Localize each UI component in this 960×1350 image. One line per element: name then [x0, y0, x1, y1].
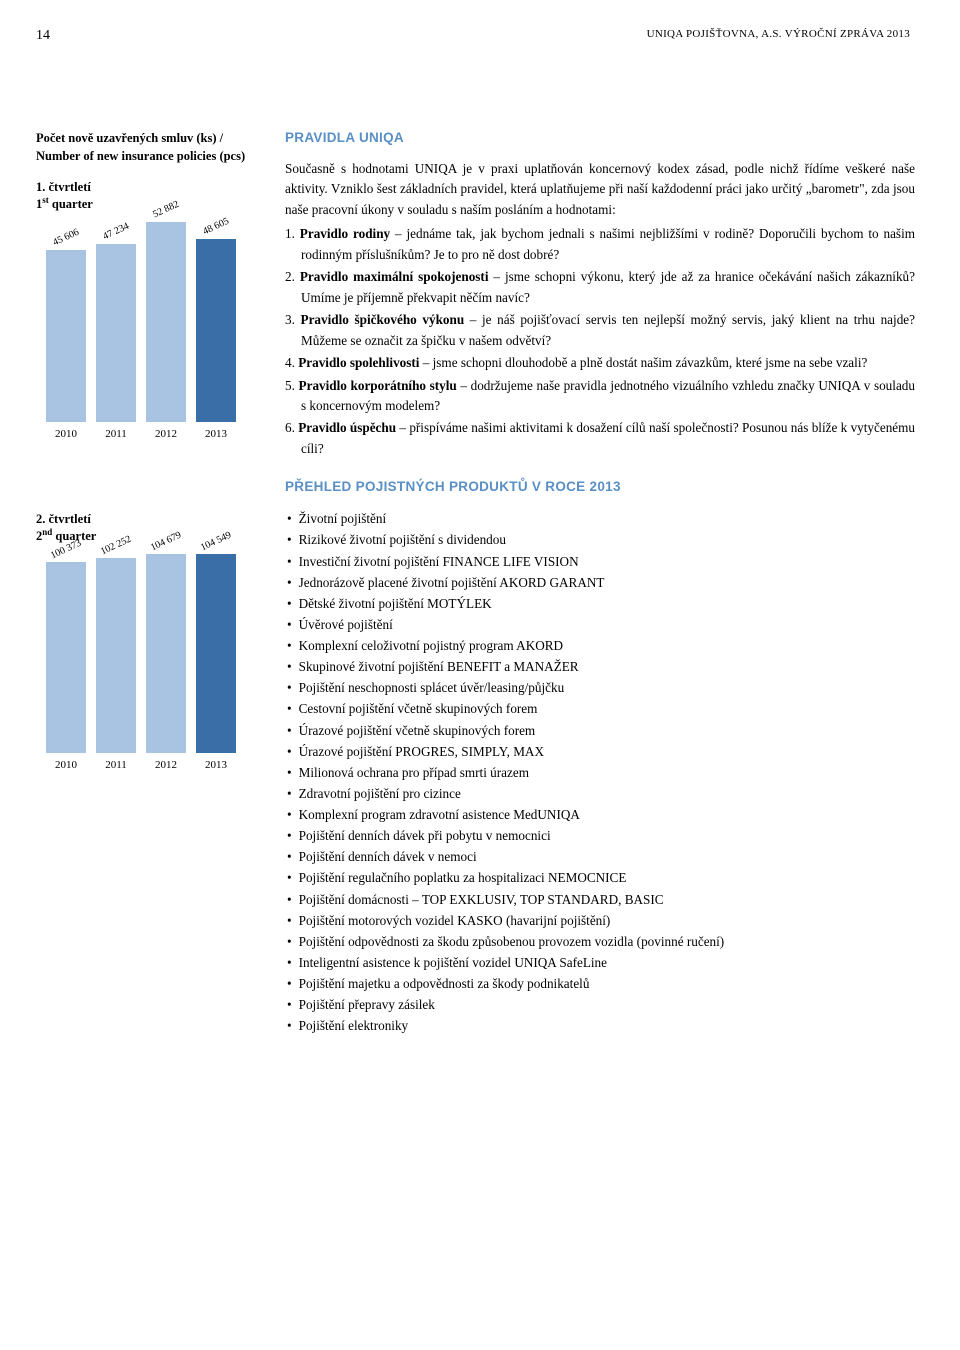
bar-year-label: 2013: [205, 428, 227, 440]
bar: 48 605: [196, 239, 236, 422]
chart-title-cz: Počet nově uzavřených smluv (ks) /: [36, 131, 223, 145]
product-item: Milionová ochrana pro případ smrti úraze…: [285, 762, 915, 783]
bar-group: 104 549 2013: [196, 554, 236, 771]
rule-item: 4. Pravidlo spolehlivosti – jsme schopni…: [285, 353, 915, 373]
left-column: Počet nově uzavřených smluv (ks) / Numbe…: [36, 130, 266, 842]
products-list: Životní pojištěníRizikové životní pojišt…: [285, 508, 915, 1036]
chart-q1: 45 606 2010 47 234 2011 52 882 2012 48 605 2013: [36, 221, 246, 471]
bar-year-label: 2011: [105, 428, 127, 440]
bar-year-label: 2010: [55, 428, 77, 440]
product-item: Investiční životní pojištění FINANCE LIF…: [285, 551, 915, 572]
bar-group: 102 252 2011: [96, 558, 136, 771]
bar-group: 104 679 2012: [146, 554, 186, 771]
rule-item: 2. Pravidlo maximální spokojenosti – jsm…: [285, 267, 915, 308]
product-item: Dětské životní pojištění MOTÝLEK: [285, 593, 915, 614]
bar-year-label: 2013: [205, 759, 227, 771]
bar-value-label: 45 606: [51, 226, 81, 248]
product-item: Pojištění denních dávek v nemoci: [285, 846, 915, 867]
header-company: UNIQA POJIŠŤOVNA, A.S. VÝROČNÍ ZPRÁVA 20…: [647, 28, 910, 40]
product-item: Pojištění majetku a odpovědnosti za škod…: [285, 973, 915, 994]
bar-group: 48 605 2013: [196, 239, 236, 440]
page-number: 14: [36, 28, 50, 44]
product-item: Jednorázově placené životní pojištění AK…: [285, 572, 915, 593]
bar-year-label: 2010: [55, 759, 77, 771]
product-item: Rizikové životní pojištění s dividendou: [285, 529, 915, 550]
q1-en-post: quarter: [49, 197, 93, 211]
chart-title: Počet nově uzavřených smluv (ks) / Numbe…: [36, 130, 266, 165]
rule-item: 3. Pravidlo špičkového výkonu – je náš p…: [285, 310, 915, 351]
rule-item: 5. Pravidlo korporátního stylu – dodržuj…: [285, 376, 915, 417]
q1-label: 1. čtvrtletí 1st quarter: [36, 179, 266, 213]
product-item: Pojištění elektroniky: [285, 1015, 915, 1036]
product-item: Životní pojištění: [285, 508, 915, 529]
rule-item: 1. Pravidlo rodiny – jednáme tak, jak by…: [285, 224, 915, 265]
product-item: Skupinové životní pojištění BENEFIT a MA…: [285, 656, 915, 677]
bar-value-label: 47 234: [101, 220, 131, 242]
product-item: Úvěrové pojištění: [285, 614, 915, 635]
bar-group: 47 234 2011: [96, 244, 136, 440]
bar: 104 549: [196, 554, 236, 753]
rules-list: 1. Pravidlo rodiny – jednáme tak, jak by…: [285, 224, 915, 459]
bar: 102 252: [96, 558, 136, 753]
bar-year-label: 2011: [105, 759, 127, 771]
bar-year-label: 2012: [155, 759, 177, 771]
chart-title-en: Number of new insurance policies (pcs): [36, 149, 245, 163]
product-item: Komplexní program zdravotní asistence Me…: [285, 804, 915, 825]
bar: 104 679: [146, 554, 186, 753]
product-item: Pojištění přepravy zásilek: [285, 994, 915, 1015]
bar-year-label: 2012: [155, 428, 177, 440]
bar: 47 234: [96, 244, 136, 422]
product-item: Komplexní celoživotní pojistný program A…: [285, 635, 915, 656]
bar-value-label: 48 605: [201, 215, 231, 237]
bar: 52 882: [146, 222, 186, 422]
bar-group: 100 373 2010: [46, 562, 86, 771]
bar-group: 52 882 2012: [146, 222, 186, 440]
product-item: Inteligentní asistence k pojištění vozid…: [285, 952, 915, 973]
bar: 100 373: [46, 562, 86, 753]
product-item: Pojištění domácnosti – TOP EXKLUSIV, TOP…: [285, 889, 915, 910]
product-item: Úrazové pojištění PROGRES, SIMPLY, MAX: [285, 741, 915, 762]
intro-paragraph: Současně s hodnotami UNIQA je v praxi up…: [285, 159, 915, 220]
chart-q2: 100 373 2010 102 252 2011 104 679 2012 104 549…: [36, 552, 246, 802]
product-item: Pojištění motorových vozidel KASKO (hava…: [285, 910, 915, 931]
right-column: PRAVIDLA UNIQA Současně s hodnotami UNIQ…: [285, 130, 915, 1036]
q2-en-sup: nd: [42, 527, 52, 537]
product-item: Pojištění odpovědnosti za škodu způsoben…: [285, 931, 915, 952]
bar-group: 45 606 2010: [46, 250, 86, 440]
product-item: Pojištění regulačního poplatku za hospit…: [285, 867, 915, 888]
product-item: Pojištění neschopnosti splácet úvěr/leas…: [285, 677, 915, 698]
products-title: PŘEHLED POJISTNÝCH PRODUKTŮ V ROCE 2013: [285, 479, 915, 494]
product-item: Pojištění denních dávek při pobytu v nem…: [285, 825, 915, 846]
product-item: Cestovní pojištění včetně skupinových fo…: [285, 698, 915, 719]
product-item: Zdravotní pojištění pro cizince: [285, 783, 915, 804]
rules-title: PRAVIDLA UNIQA: [285, 130, 915, 145]
product-item: Úrazové pojištění včetně skupinových for…: [285, 720, 915, 741]
rule-item: 6. Pravidlo úspěchu – přispíváme našimi …: [285, 418, 915, 459]
q2-cz: 2. čtvrtletí: [36, 512, 91, 526]
bar: 45 606: [46, 250, 86, 422]
q1-cz: 1. čtvrtletí: [36, 180, 91, 194]
